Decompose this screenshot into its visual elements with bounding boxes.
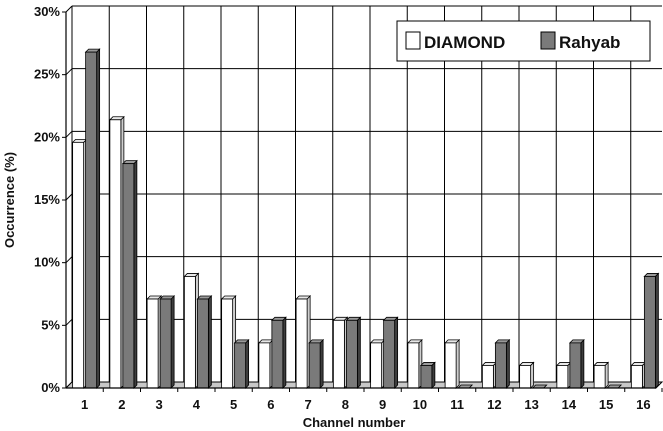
bar-diamond-ch13	[518, 361, 535, 389]
legend-swatch-rahyab	[540, 31, 556, 50]
bar-diamond-ch12	[481, 361, 498, 389]
x-tick-label: 3	[156, 397, 163, 412]
axes	[62, 11, 663, 392]
bar-diamond-ch6	[257, 338, 274, 389]
bar-rahyab-ch5	[233, 338, 250, 389]
x-tick-label: 16	[636, 397, 650, 412]
legend-box	[396, 20, 651, 62]
y-axis-title: Occurrence (%)	[2, 152, 17, 248]
grid-diag-2	[65, 256, 73, 264]
bar-rahyab-ch3	[159, 295, 176, 389]
y-tick-labels: 0% 5% 10% 15% 20% 25% 30%	[34, 4, 60, 395]
bar-diamond-ch3	[146, 295, 163, 389]
bar-diamond-ch16	[630, 361, 647, 389]
bar-diamond-ch1	[71, 138, 88, 389]
bar-diamond-ch9	[369, 338, 386, 389]
x-tick-labels: 1 2 3 4 5 6 7 8 9 10 11 12 13 14 15 16	[81, 397, 651, 412]
x-tick-label: 2	[118, 397, 125, 412]
y-tick-label: 30%	[34, 4, 60, 19]
x-tick-label: 9	[379, 397, 386, 412]
y-tick-label: 10%	[34, 255, 60, 270]
x-tick-label: 6	[267, 397, 274, 412]
legend-swatch-diamond	[405, 31, 421, 50]
x-axis-title: Channel number	[303, 415, 406, 430]
y-tick-label: 5%	[41, 317, 60, 332]
x-tick-label: 4	[193, 397, 201, 412]
bar-rahyab-ch7	[308, 338, 325, 389]
bar-diamond-ch2	[108, 115, 125, 389]
bars	[71, 48, 660, 389]
legend-label-rahyab: Rahyab	[559, 33, 620, 52]
bar-diamond-ch4	[183, 272, 200, 389]
y-tick-label: 25%	[34, 67, 60, 82]
bar-rahyab-ch2	[121, 159, 138, 389]
bar-diamond-ch11	[444, 338, 461, 389]
x-tick-label: 12	[487, 397, 501, 412]
bar-rahyab-ch8	[345, 316, 362, 389]
legend-label-diamond: DIAMOND	[424, 33, 505, 52]
x-tick-label: 7	[305, 397, 312, 412]
bar-diamond-ch14	[555, 361, 572, 389]
y-tick-label: 15%	[34, 192, 60, 207]
x-tick-label: 13	[524, 397, 538, 412]
x-tick-label: 8	[342, 397, 349, 412]
bar-rahyab-ch6	[270, 316, 287, 389]
x-tick-label: 5	[230, 397, 237, 412]
bar-diamond-ch10	[406, 338, 423, 389]
x-tick-label: 15	[599, 397, 613, 412]
bar-diamond-ch8	[332, 316, 349, 389]
grid-diag-5	[65, 68, 73, 76]
bar-rahyab-ch14	[568, 338, 585, 389]
bar-rahyab-ch9	[382, 316, 399, 389]
x-tick-label: 10	[413, 397, 427, 412]
bar-rahyab-ch12	[494, 338, 511, 389]
y-tick-label: 20%	[34, 129, 60, 144]
x-tick-label: 14	[562, 397, 577, 412]
bar-rahyab-ch16	[643, 272, 660, 389]
grid-diag-3	[65, 193, 73, 201]
bar-diamond-ch5	[220, 295, 237, 389]
grid-diag-4	[65, 130, 73, 138]
grid-diag-6	[65, 5, 73, 13]
bar-rahyab-ch1	[84, 48, 101, 389]
bar-rahyab-ch10	[419, 361, 436, 389]
y-tick-label: 0%	[41, 380, 60, 395]
x-tick-label: 11	[450, 397, 464, 412]
grid-diag-1	[65, 318, 73, 326]
x-tick-label: 1	[81, 397, 88, 412]
bar-diamond-ch15	[593, 361, 610, 389]
bar-rahyab-ch4	[196, 295, 213, 389]
bar-diamond-ch7	[295, 295, 312, 389]
legend: DIAMOND Rahyab	[396, 20, 651, 62]
